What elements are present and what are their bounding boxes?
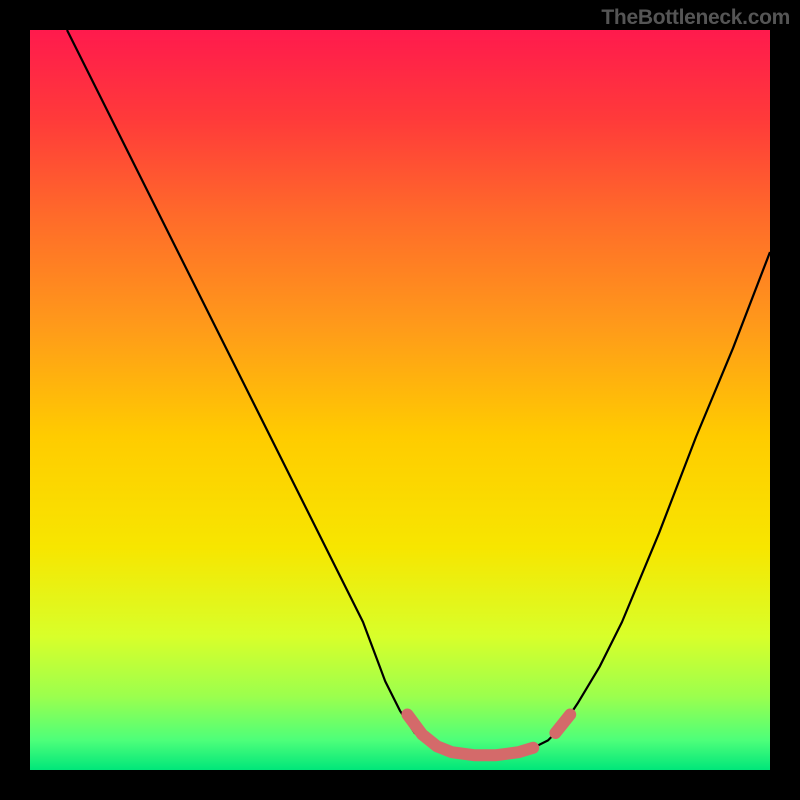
chart-stage: TheBottleneck.com <box>0 0 800 800</box>
plot-background <box>30 30 770 770</box>
bottleneck-curve-chart <box>30 30 770 770</box>
watermark-text: TheBottleneck.com <box>601 6 790 30</box>
plot-area <box>30 30 770 770</box>
